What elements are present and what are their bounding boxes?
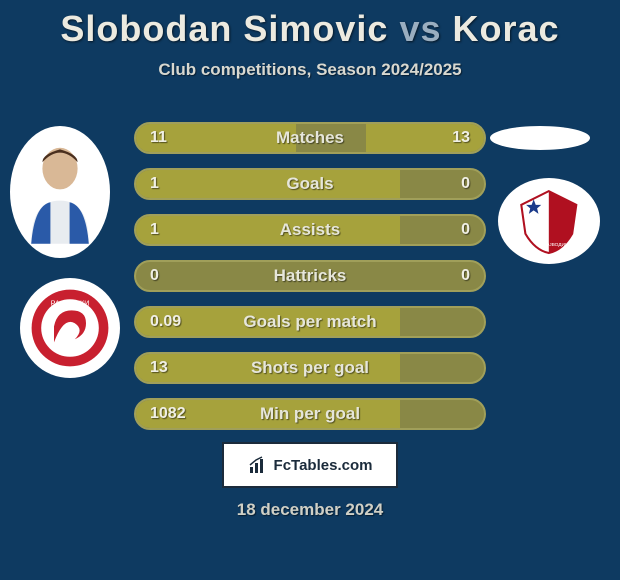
stat-label: Assists	[136, 220, 484, 240]
badge-text: FcTables.com	[274, 457, 373, 474]
crest-icon: ВОЈВОДИНА	[508, 187, 590, 256]
vs-text: vs	[399, 8, 441, 49]
crest-icon: РАДНИЧКИ	[30, 288, 110, 368]
subtitle: Club competitions, Season 2024/2025	[0, 60, 620, 80]
crest-text-right: ВОЈВОДИНА	[543, 242, 573, 248]
player1-avatar	[10, 126, 110, 258]
stat-label: Goals per match	[136, 312, 484, 332]
stat-bar: 1Goals0	[134, 168, 486, 200]
page-title: Slobodan Simovic vs Korac	[0, 0, 620, 50]
player1-club-crest: РАДНИЧКИ	[20, 278, 120, 378]
stat-label: Shots per goal	[136, 358, 484, 378]
stat-bar: 0.09Goals per match	[134, 306, 486, 338]
stat-label: Hattricks	[136, 266, 484, 286]
source-badge: FcTables.com	[222, 442, 398, 488]
stat-bar: 1Assists0	[134, 214, 486, 246]
stat-value-right: 0	[461, 175, 470, 193]
player2-club-crest: ВОЈВОДИНА	[498, 178, 600, 264]
date-text: 18 december 2024	[0, 500, 620, 520]
stat-value-right: 0	[461, 221, 470, 239]
stat-label: Goals	[136, 174, 484, 194]
stat-bar: 11Matches13	[134, 122, 486, 154]
stat-label: Matches	[136, 128, 484, 148]
stats-container: 11Matches131Goals01Assists00Hattricks00.…	[134, 122, 486, 444]
player2-name: Korac	[453, 8, 560, 49]
stat-value-right: 13	[452, 129, 470, 147]
stat-bar: 1082Min per goal	[134, 398, 486, 430]
crest-text-left: РАДНИЧКИ	[51, 299, 90, 308]
stat-label: Min per goal	[136, 404, 484, 424]
stat-bar: 0Hattricks0	[134, 260, 486, 292]
player1-name: Slobodan Simovic	[60, 8, 388, 49]
stat-value-right: 0	[461, 267, 470, 285]
player2-avatar-placeholder	[490, 126, 590, 150]
person-icon	[20, 139, 100, 245]
stat-bar: 13Shots per goal	[134, 352, 486, 384]
chart-icon	[248, 455, 268, 475]
